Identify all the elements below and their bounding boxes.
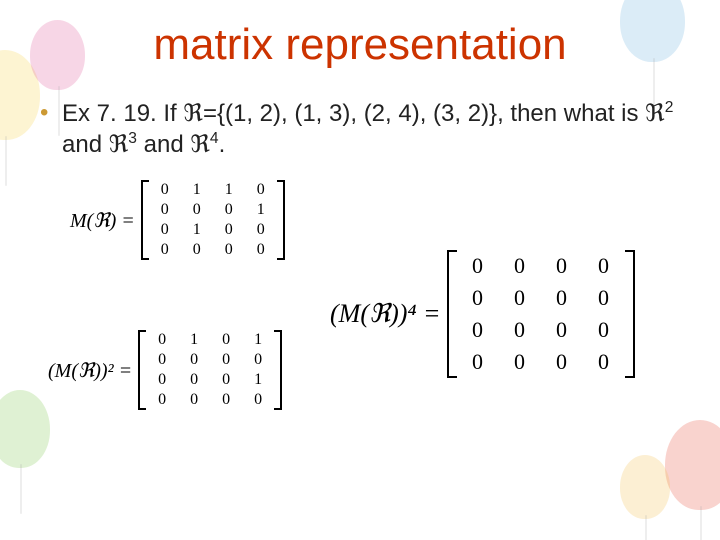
- matrix-cell: 0: [213, 220, 245, 240]
- matrix-table-m4: 0000000000000000: [457, 250, 625, 378]
- matrix-brackets-m4: 0000000000000000: [447, 250, 635, 378]
- matrix-cell: 1: [181, 220, 213, 240]
- matrices-area: M(ℜ) =0110000101000000(M(ℜ))² =010100000…: [0, 170, 720, 500]
- relation-symbol-3: ℜ: [109, 131, 129, 158]
- relation-symbol: ℜ: [183, 100, 203, 127]
- matrix-cell: 0: [181, 240, 213, 260]
- bracket-right: [625, 250, 635, 378]
- matrix-cell: 0: [178, 350, 210, 370]
- bullet-text: Ex 7. 19. If ℜ={(1, 2), (1, 3), (2, 4), …: [62, 98, 680, 160]
- matrix-m2: (M(ℜ))² =0101000000010000: [48, 330, 282, 410]
- matrix-cell: 0: [457, 282, 499, 314]
- matrix-cell: 0: [181, 200, 213, 220]
- matrix-cell: 0: [210, 330, 242, 350]
- matrix-table-m2: 0101000000010000: [146, 330, 274, 410]
- matrix-cell: 0: [146, 390, 178, 410]
- matrix-cell: 0: [457, 314, 499, 346]
- slide-title: matrix representation: [0, 0, 720, 70]
- matrix-cell: 0: [149, 220, 181, 240]
- bracket-left: [138, 330, 146, 410]
- matrix-cell: 1: [242, 330, 274, 350]
- relation-symbol-2: ℜ: [645, 100, 665, 127]
- matrix-brackets-m2: 0101000000010000: [138, 330, 282, 410]
- matrix-cell: 0: [583, 346, 625, 378]
- bullet-paragraph: • Ex 7. 19. If ℜ={(1, 2), (1, 3), (2, 4)…: [40, 98, 680, 160]
- matrix-cell: 0: [541, 346, 583, 378]
- matrix-cell: 0: [583, 282, 625, 314]
- matrix-cell: 0: [146, 330, 178, 350]
- matrix-label-m2: (M(ℜ))² =: [48, 358, 132, 383]
- matrix-cell: 0: [146, 350, 178, 370]
- bullet-prefix: Ex 7. 19. If: [62, 100, 183, 127]
- matrix-label-m4: (M(ℜ))⁴ =: [330, 299, 441, 329]
- matrix-cell: 0: [499, 250, 541, 282]
- matrix-m4: (M(ℜ))⁴ =0000000000000000: [330, 250, 635, 378]
- bracket-left: [447, 250, 457, 378]
- matrix-cell: 0: [242, 350, 274, 370]
- matrix-cell: 0: [541, 282, 583, 314]
- matrix-cell: 0: [213, 240, 245, 260]
- matrix-cell: 0: [210, 350, 242, 370]
- matrix-brackets-m1: 0110000101000000: [141, 180, 285, 260]
- matrix-cell: 1: [245, 200, 277, 220]
- matrix-cell: 0: [541, 250, 583, 282]
- relation-symbol-4: ℜ: [190, 131, 210, 158]
- matrix-m1: M(ℜ) =0110000101000000: [70, 180, 285, 260]
- bullet-and-2: and: [137, 131, 190, 158]
- bracket-left: [141, 180, 149, 260]
- matrix-cell: 0: [149, 240, 181, 260]
- matrix-cell: 0: [242, 390, 274, 410]
- matrix-cell: 1: [242, 370, 274, 390]
- bullet-tail: .: [219, 131, 226, 158]
- matrix-cell: 0: [146, 370, 178, 390]
- matrix-cell: 0: [245, 220, 277, 240]
- matrix-cell: 0: [178, 370, 210, 390]
- matrix-cell: 1: [178, 330, 210, 350]
- matrix-cell: 1: [213, 180, 245, 200]
- matrix-cell: 0: [499, 346, 541, 378]
- matrix-cell: 0: [583, 314, 625, 346]
- matrix-cell: 0: [457, 346, 499, 378]
- exp-4: 4: [210, 130, 219, 147]
- matrix-cell: 0: [149, 180, 181, 200]
- bullet-marker: •: [40, 98, 62, 160]
- bracket-right: [277, 180, 285, 260]
- bracket-right: [274, 330, 282, 410]
- matrix-cell: 1: [181, 180, 213, 200]
- matrix-cell: 0: [499, 282, 541, 314]
- bullet-and-1: and: [62, 131, 109, 158]
- exp-3: 3: [128, 130, 137, 147]
- matrix-cell: 0: [245, 180, 277, 200]
- matrix-cell: 0: [210, 390, 242, 410]
- matrix-label-m1: M(ℜ) =: [70, 208, 135, 233]
- matrix-cell: 0: [541, 314, 583, 346]
- matrix-cell: 0: [245, 240, 277, 260]
- matrix-cell: 0: [499, 314, 541, 346]
- matrix-cell: 0: [457, 250, 499, 282]
- matrix-cell: 0: [213, 200, 245, 220]
- matrix-cell: 0: [583, 250, 625, 282]
- exp-2: 2: [665, 99, 674, 116]
- matrix-table-m1: 0110000101000000: [149, 180, 277, 260]
- matrix-cell: 0: [178, 390, 210, 410]
- bullet-set: ={(1, 2), (1, 3), (2, 4), (3, 2)}, then …: [203, 100, 645, 127]
- matrix-cell: 0: [210, 370, 242, 390]
- slide: matrix representation • Ex 7. 19. If ℜ={…: [0, 0, 720, 540]
- matrix-cell: 0: [149, 200, 181, 220]
